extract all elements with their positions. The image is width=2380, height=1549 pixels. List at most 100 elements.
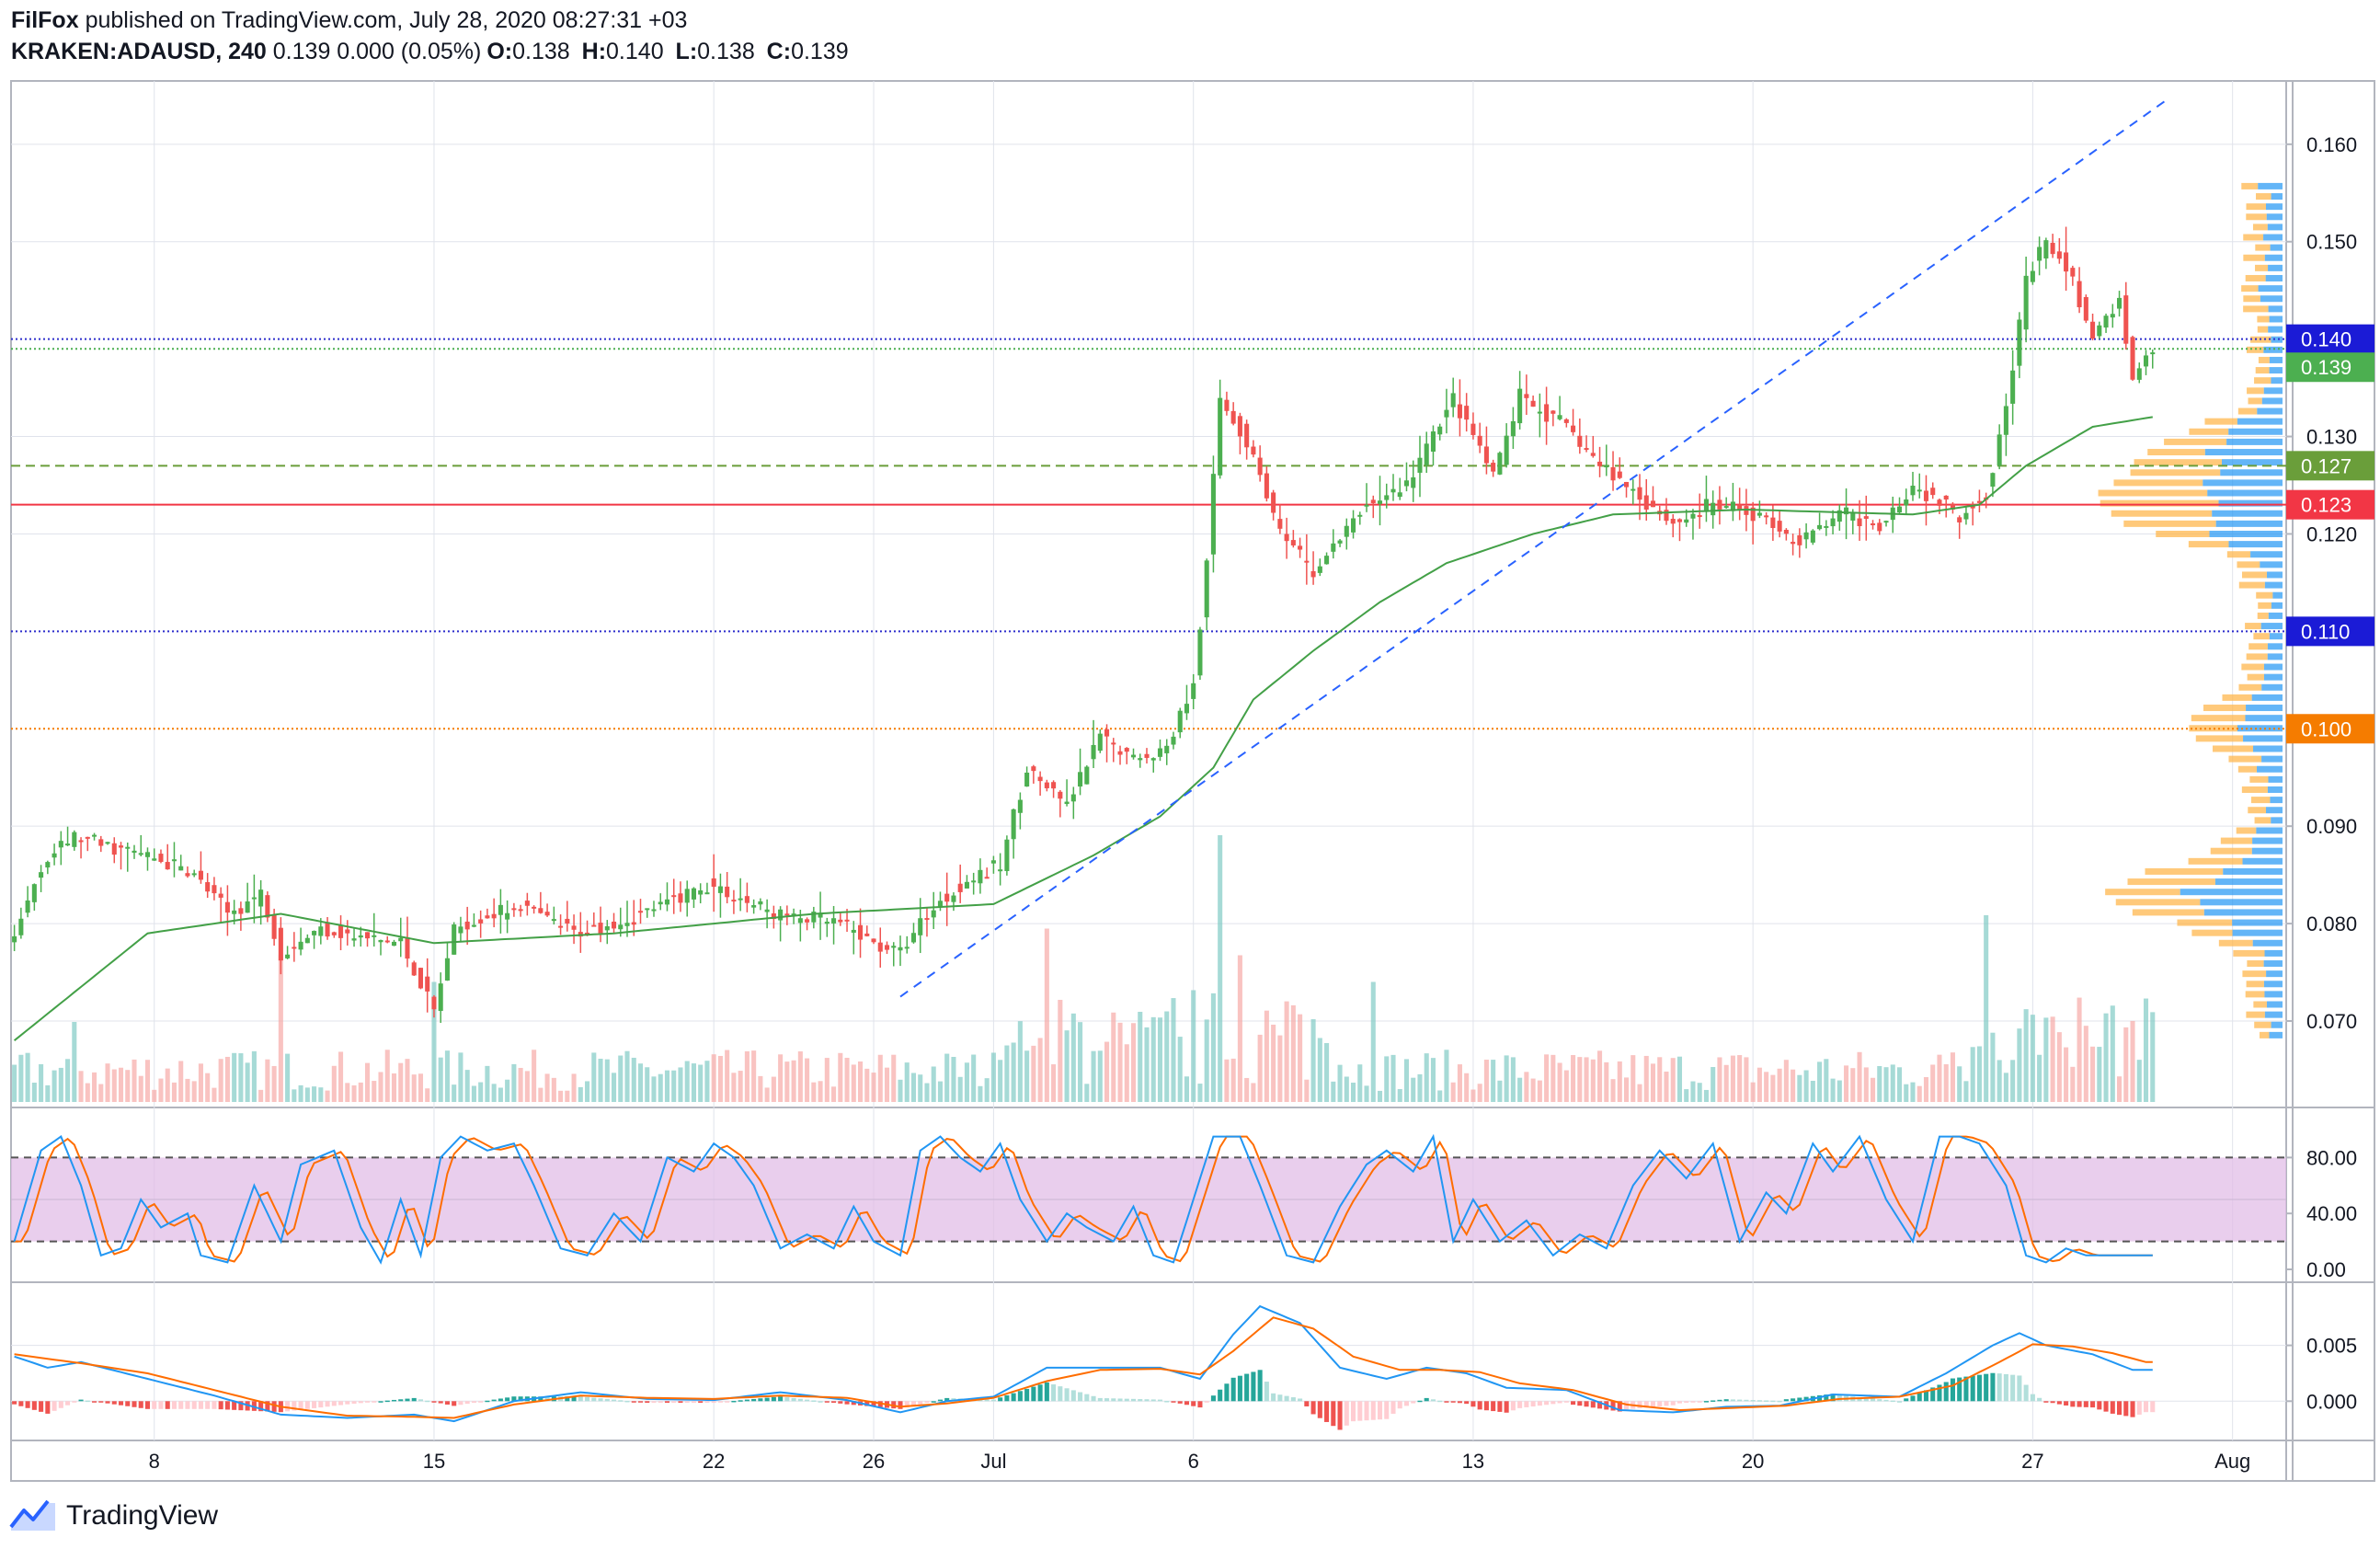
macd-histogram-bar: [811, 1400, 817, 1402]
macd-histogram-bar: [618, 1400, 624, 1402]
macd-histogram-bar: [72, 1401, 77, 1403]
volume-bar: [1791, 1069, 1796, 1102]
price-label-text: 0.100: [2301, 717, 2351, 740]
macd-histogram-bar: [491, 1399, 497, 1402]
volume-bar: [784, 1061, 790, 1102]
candle-up: [358, 935, 363, 938]
volume-bar: [2136, 1060, 2142, 1102]
macd-histogram-bar: [2103, 1401, 2109, 1412]
price-tick-label: 0.090: [2306, 815, 2357, 838]
macd-histogram-bar: [292, 1401, 297, 1411]
volume-bar: [1524, 1072, 1529, 1102]
price-tick-label: 0.080: [2306, 912, 2357, 935]
macd-histogram-bar: [1597, 1401, 1603, 1409]
candle-down: [1571, 425, 1576, 432]
volume-profile-bar: [2260, 623, 2283, 630]
volume-profile-bar: [2195, 735, 2244, 742]
candle-down: [511, 908, 517, 911]
volume-profile-bar: [2245, 274, 2266, 281]
volume-bar: [571, 1073, 577, 1102]
volume-profile-bar: [2271, 193, 2283, 201]
volume-profile-bar: [2267, 224, 2283, 231]
candle-down: [1777, 521, 1782, 532]
volume-bar: [1004, 1045, 1010, 1102]
volume-bar: [132, 1059, 137, 1102]
volume-profile-bar: [2207, 489, 2283, 497]
volume-bar: [212, 1087, 217, 1102]
candle-up: [2110, 314, 2115, 318]
volume-bar: [1271, 1024, 1276, 1102]
macd-histogram-bar: [664, 1401, 670, 1403]
volume-profile-bar: [2256, 827, 2283, 834]
candle-down: [1304, 560, 1310, 563]
volume-profile-bar: [2241, 285, 2259, 293]
volume-bar: [1810, 1080, 1815, 1102]
macd-histogram-bar: [651, 1401, 657, 1403]
volume-profile-bar: [2264, 254, 2283, 261]
candle-down: [957, 883, 963, 892]
candle-up: [105, 842, 110, 844]
volume-profile-bar: [2222, 459, 2283, 466]
candle-up: [1537, 411, 1542, 414]
macd-histogram-bar: [1504, 1401, 1509, 1413]
macd-histogram-bar: [2136, 1401, 2142, 1415]
macd-histogram-bar: [1157, 1399, 1163, 1402]
candle-down: [331, 932, 337, 935]
volume-profile-bar: [2220, 837, 2253, 844]
volume-bar: [232, 1052, 237, 1102]
tradingview-logo-icon[interactable]: [9, 1499, 57, 1532]
candle-down: [1237, 416, 1242, 437]
volume-profile-bar: [2261, 755, 2283, 763]
macd-histogram-bar: [1337, 1401, 1343, 1430]
volume-bar: [717, 1055, 723, 1102]
candle-down: [591, 924, 597, 927]
macd-histogram-bar: [1364, 1401, 1369, 1421]
candle-down: [1524, 394, 1529, 398]
macd-histogram-bar: [1617, 1401, 1622, 1412]
macd-histogram-bar: [2090, 1401, 2096, 1408]
volume-bar: [1623, 1077, 1630, 1102]
macd-histogram-bar: [931, 1401, 936, 1403]
volume-profile-bar: [2253, 745, 2283, 752]
candle-up: [604, 926, 610, 931]
volume-bar: [1037, 1038, 1043, 1102]
candle-up: [251, 897, 257, 900]
candle-up: [1084, 766, 1090, 785]
volume-bar: [1664, 1071, 1669, 1102]
candle-up: [2030, 270, 2035, 282]
volume-bar: [1097, 1050, 1103, 1102]
macd-histogram-bar: [1130, 1398, 1137, 1402]
candle-up: [152, 858, 157, 861]
volume-profile-bar: [2257, 316, 2270, 323]
candle-up: [1130, 754, 1137, 758]
price-label-box: [2286, 489, 2374, 520]
macd-histogram-bar: [518, 1396, 523, 1402]
macd-histogram-bar: [1584, 1401, 1589, 1407]
volume-bar: [1417, 1073, 1423, 1102]
candle-up: [39, 872, 44, 878]
candle-down: [1923, 490, 1929, 501]
tradingview-brand[interactable]: TradingView: [66, 1500, 219, 1531]
symbol-name[interactable]: KRAKEN:ADAUSD, 240: [11, 39, 267, 64]
candle-up: [1357, 514, 1363, 517]
author-name[interactable]: FilFox: [11, 7, 79, 33]
macd-histogram-bar: [898, 1401, 903, 1409]
volume-profile-bar: [2215, 520, 2283, 527]
candle-up: [1177, 710, 1183, 733]
candle-up: [398, 937, 404, 942]
high-label: H:: [581, 39, 607, 64]
volume-profile-bar: [2246, 203, 2266, 211]
macd-histogram-bar: [698, 1401, 704, 1403]
macd-histogram-bar: [232, 1401, 237, 1410]
volume-bar: [18, 1054, 24, 1102]
volume-profile-bar: [2269, 1031, 2283, 1038]
volume-bar: [384, 1050, 390, 1102]
volume-bar: [1298, 1014, 1303, 1102]
macd-histogram-bar: [1344, 1401, 1349, 1426]
volume-bar: [964, 1062, 969, 1102]
macd-histogram-bar: [351, 1401, 357, 1405]
candle-up: [191, 873, 197, 876]
volume-bar: [1017, 1021, 1023, 1102]
volume-bar: [1984, 915, 1989, 1102]
